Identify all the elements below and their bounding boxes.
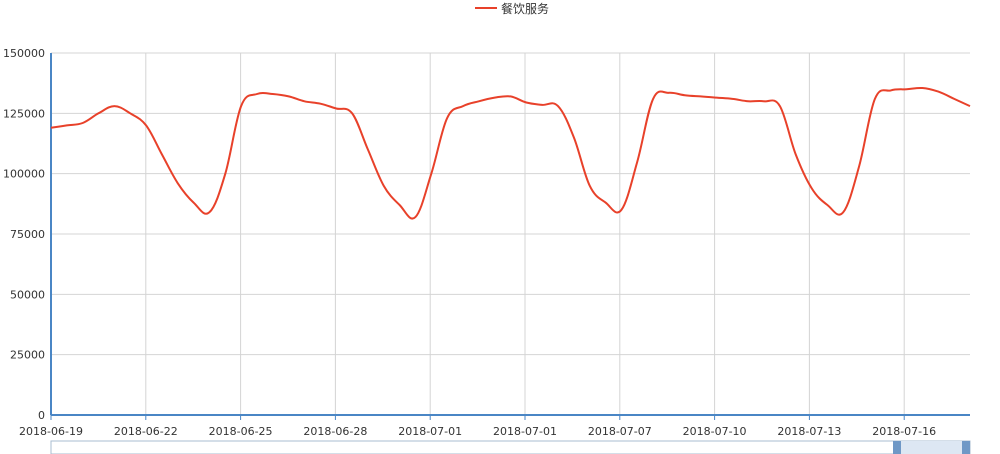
y-tick-label: 100000 <box>3 168 45 181</box>
x-tick-label: 2018-06-28 <box>303 425 367 438</box>
y-tick-label: 0 <box>38 409 45 422</box>
x-tick-labels: 2018-06-19 2018-06-22 2018-06-25 2018-06-28… <box>19 425 936 438</box>
y-tick-label: 50000 <box>10 288 45 301</box>
x-tick-label: 2018-07-01 <box>493 425 557 438</box>
y-tick-labels: 0 25000 50000 75000 100000 125000 150000 <box>3 47 45 422</box>
y-tick-label: 75000 <box>10 228 45 241</box>
zoom-slider[interactable] <box>50 440 971 454</box>
x-tick-label: 2018-07-01 <box>398 425 462 438</box>
y-tick-label: 125000 <box>3 107 45 120</box>
legend[interactable]: 餐饮服务 <box>475 0 549 16</box>
x-tick-label: 2018-06-25 <box>209 425 273 438</box>
x-tick-label: 2018-07-10 <box>683 425 747 438</box>
x-tick-label: 2018-07-13 <box>777 425 841 438</box>
grid <box>50 52 970 420</box>
zoom-handle-right[interactable] <box>962 441 970 454</box>
zoom-handle-left[interactable] <box>893 441 901 454</box>
x-tick-label: 2018-07-16 <box>872 425 936 438</box>
zoom-selected-range[interactable] <box>897 441 970 454</box>
legend-label: 餐饮服务 <box>501 1 550 16</box>
legend-line-icon <box>475 7 497 9</box>
x-tick-label: 2018-07-07 <box>588 425 652 438</box>
axes <box>50 53 970 416</box>
x-tick-label: 2018-06-22 <box>114 425 178 438</box>
x-tick-label: 2018-06-19 <box>19 425 83 438</box>
zoom-track[interactable] <box>50 440 971 454</box>
y-tick-label: 150000 <box>3 47 45 60</box>
y-tick-label: 25000 <box>10 349 45 362</box>
series-line-canyin <box>50 86 971 220</box>
